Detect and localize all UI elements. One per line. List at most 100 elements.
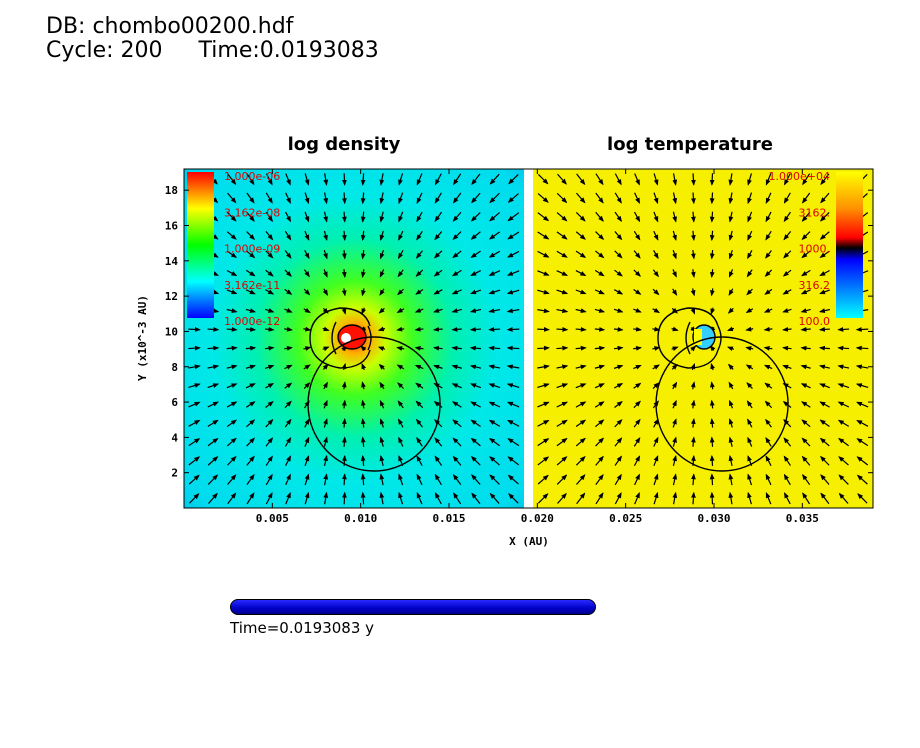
velocity-vector: [783, 473, 791, 486]
velocity-vector: [226, 345, 238, 351]
velocity-vector: [227, 192, 237, 204]
velocity-vector: [745, 307, 754, 314]
velocity-vector: [784, 173, 791, 186]
velocity-vector: [246, 173, 255, 186]
velocity-vector: [323, 399, 328, 409]
velocity-vector: [595, 231, 605, 241]
velocity-vector: [304, 173, 310, 186]
velocity-vector: [747, 211, 753, 223]
velocity-vector: [264, 364, 275, 370]
velocity-vector: [556, 327, 569, 332]
velocity-vector: [489, 474, 500, 485]
velocity-vector: [710, 381, 715, 390]
velocity-vector: [634, 473, 640, 486]
velocity-vector: [265, 211, 273, 223]
velocity-vector: [379, 249, 385, 260]
velocity-vector: [556, 474, 568, 485]
velocity-vector: [470, 437, 481, 447]
velocity-vector: [188, 383, 201, 389]
velocity-vector: [361, 288, 366, 297]
velocity-vector: [207, 345, 220, 351]
colorbar-label: 1.000e-06: [224, 170, 280, 183]
velocity-vector: [323, 173, 329, 186]
velocity-vector: [819, 289, 830, 295]
velocity-vector: [379, 454, 385, 467]
velocity-vector: [747, 173, 752, 186]
x-tick-label: 0.035: [786, 512, 819, 525]
velocity-vector: [747, 192, 753, 205]
velocity-vector: [614, 419, 623, 428]
velocity-vector: [728, 381, 734, 390]
velocity-vector: [728, 454, 734, 467]
velocity-vector: [818, 308, 830, 313]
density-plot-title: log density: [287, 134, 401, 155]
velocity-vector: [207, 364, 220, 370]
velocity-vector: [416, 437, 423, 447]
velocity-vector: [613, 308, 624, 313]
velocity-vector: [246, 455, 255, 466]
velocity-vector: [360, 473, 366, 486]
velocity-vector: [801, 401, 811, 408]
velocity-vector: [690, 399, 696, 409]
velocity-vector: [595, 211, 604, 222]
velocity-vector: [470, 231, 481, 240]
velocity-vector: [323, 491, 329, 505]
velocity-vector: [764, 382, 773, 389]
velocity-vector: [360, 399, 366, 409]
velocity-vector: [414, 345, 424, 351]
velocity-vector: [556, 192, 568, 204]
velocity-vector: [709, 436, 715, 447]
velocity-vector: [800, 326, 811, 332]
velocity-vector: [819, 211, 830, 222]
velocity-vector: [614, 383, 624, 389]
velocity-vector: [728, 173, 734, 186]
velocity-vector: [537, 327, 550, 332]
velocity-vector: [398, 192, 404, 205]
velocity-vector: [782, 364, 792, 370]
velocity-vector: [820, 192, 830, 204]
velocity-vector: [398, 230, 404, 241]
velocity-vector: [653, 250, 659, 260]
y-tick-label: 6: [171, 396, 178, 409]
velocity-vector: [595, 192, 604, 204]
velocity-vector: [378, 307, 385, 314]
velocity-vector: [207, 327, 220, 332]
velocity-vector: [285, 192, 291, 204]
velocity-vector: [709, 230, 715, 242]
velocity-vector: [303, 364, 311, 370]
velocity-vector: [820, 492, 830, 505]
velocity-vector: [783, 419, 792, 428]
velocity-vector: [508, 493, 519, 504]
velocity-vector: [322, 326, 330, 332]
velocity-vector: [208, 492, 218, 504]
velocity-vector: [471, 173, 481, 186]
velocity-vector: [488, 289, 501, 295]
velocity-vector: [728, 399, 734, 409]
velocity-vector: [285, 211, 292, 223]
velocity-vector: [284, 436, 292, 447]
velocity-vector: [557, 173, 567, 185]
velocity-vector: [342, 473, 347, 486]
velocity-vector: [819, 231, 830, 240]
velocity-vector: [303, 326, 312, 332]
velocity-vector: [398, 473, 404, 486]
velocity-vector: [506, 383, 520, 389]
velocity-vector: [506, 308, 520, 314]
velocity-vector: [396, 364, 405, 370]
velocity-vector: [226, 289, 238, 295]
velocity-vector: [265, 400, 274, 408]
velocity-vector: [819, 437, 830, 447]
velocity-vector: [728, 491, 734, 505]
velocity-vector: [188, 419, 201, 427]
velocity-vector: [855, 345, 869, 351]
velocity-vector: [360, 491, 366, 505]
velocity-vector: [537, 364, 550, 370]
velocity-vector: [397, 250, 404, 260]
velocity-vector: [765, 250, 772, 259]
velocity-vector: [245, 345, 257, 351]
velocity-vector: [537, 231, 550, 240]
velocity-vector: [188, 345, 201, 351]
velocity-vector: [782, 345, 792, 351]
velocity-vector: [633, 269, 641, 277]
